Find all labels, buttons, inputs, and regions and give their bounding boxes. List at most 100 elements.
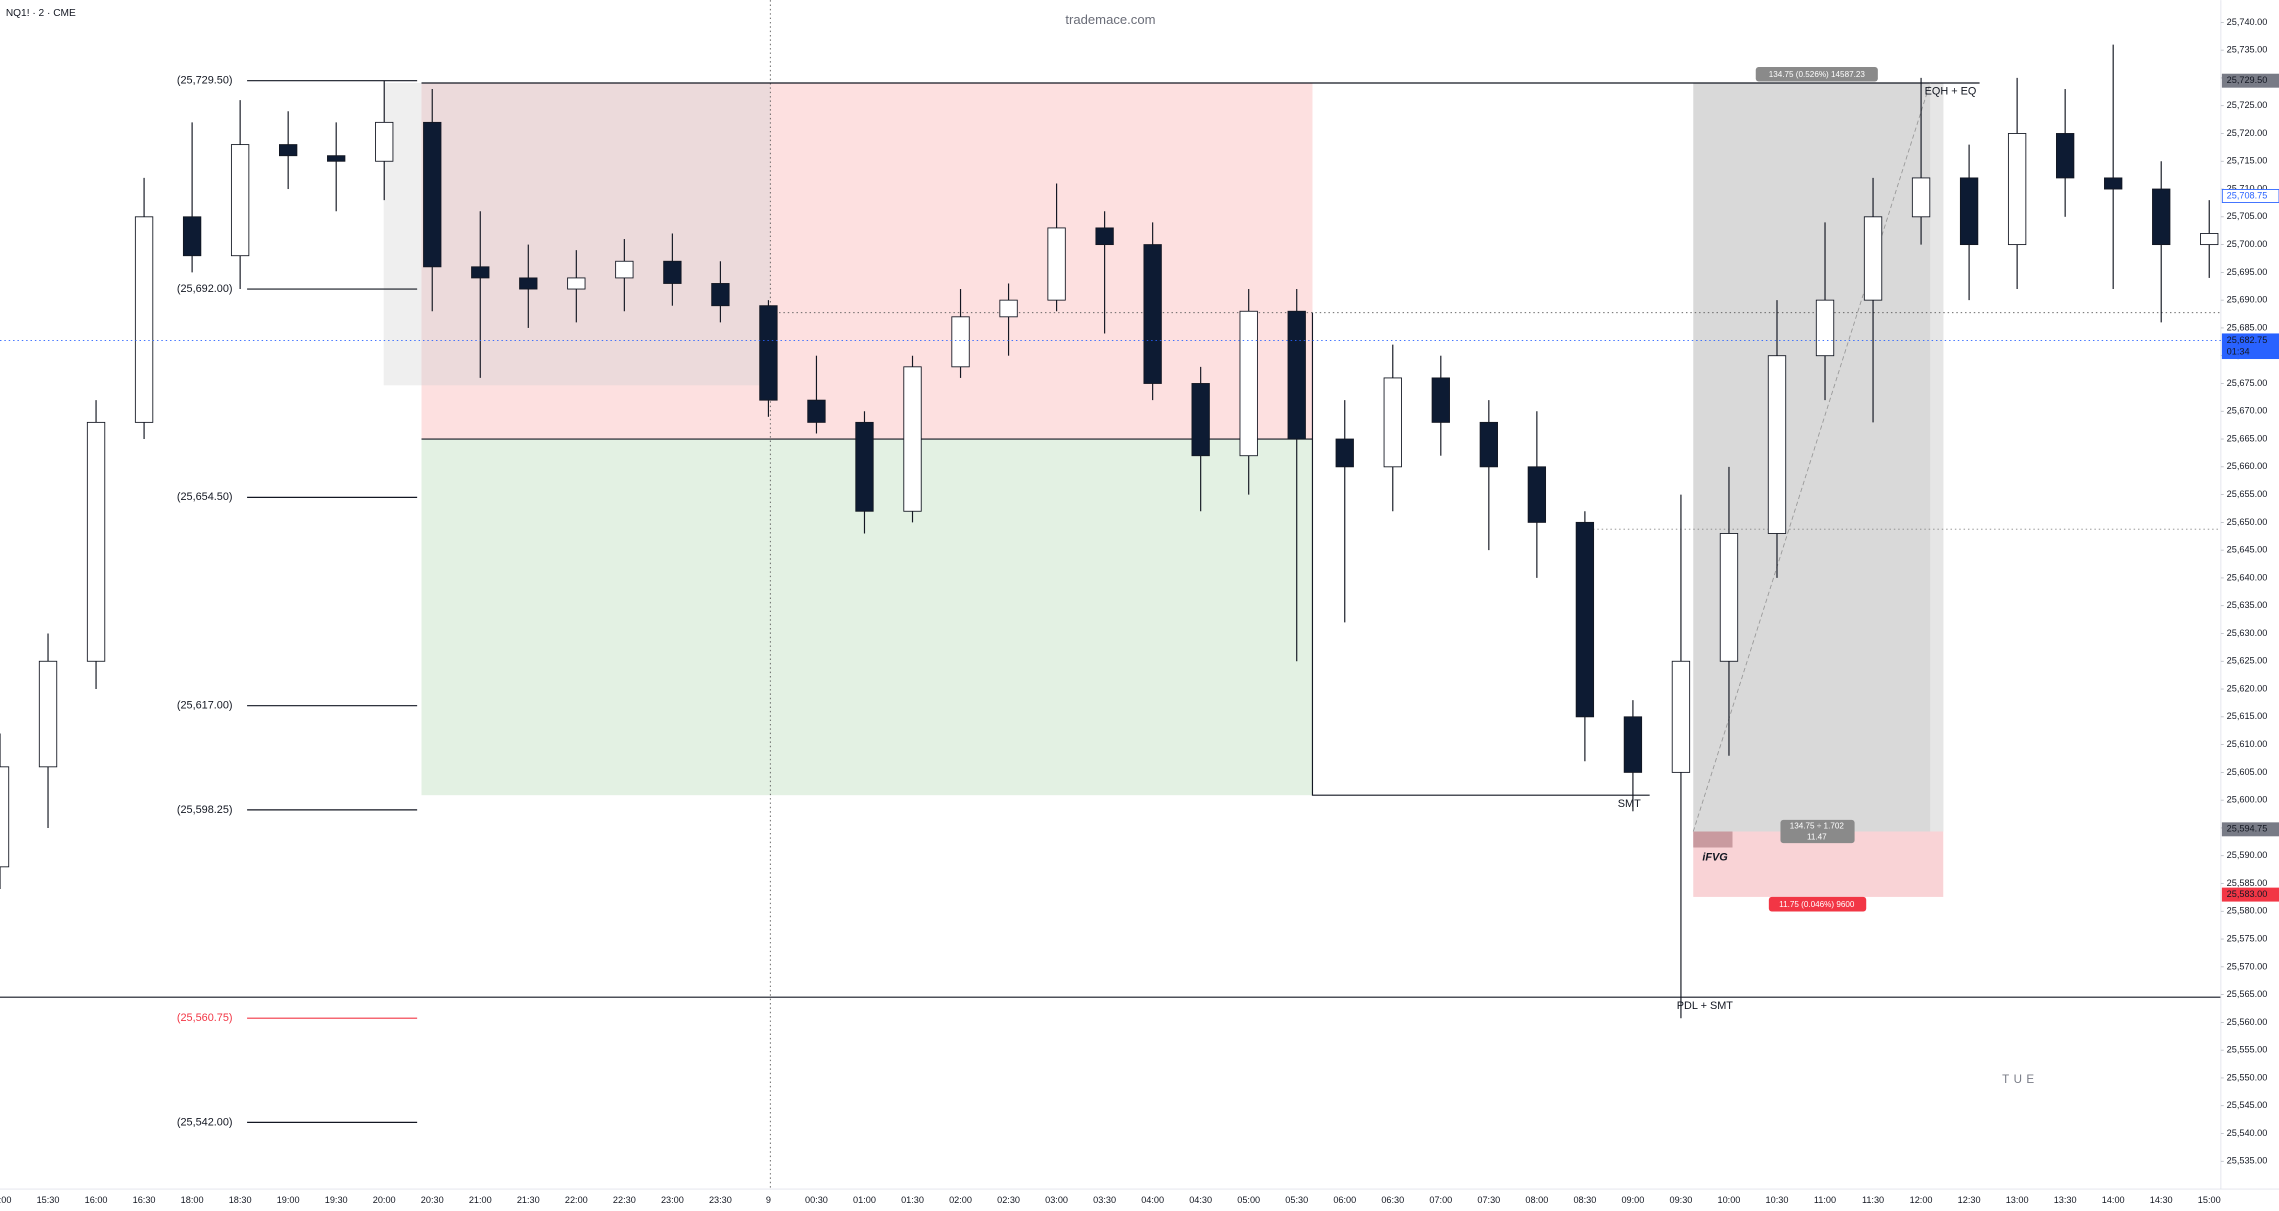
x-tick-label: 06:30 <box>1381 1195 1404 1205</box>
x-tick-label: 01:00 <box>853 1195 876 1205</box>
candle-body <box>1527 466 1547 523</box>
y-tick-label: 25,675.00 <box>2227 378 2268 388</box>
price-badge <box>2221 887 2279 902</box>
candle-body <box>855 421 874 512</box>
annotation: EQH + EQ <box>1925 86 1977 98</box>
x-tick-label: 06:00 <box>1333 1195 1356 1205</box>
x-tick-label: 15:00 <box>2198 1195 2221 1205</box>
candle-body <box>1335 438 1354 468</box>
measure-box <box>1693 82 1944 832</box>
x-tick-label: 09:00 <box>1621 1195 1644 1205</box>
level-label: (25,617.00) <box>177 700 233 712</box>
y-tick-label: 25,660.00 <box>2227 461 2268 471</box>
y-tick-label: 25,655.00 <box>2227 489 2268 499</box>
annotation: iFVG <box>1702 852 1728 864</box>
candle-body <box>1287 310 1306 440</box>
watermark: trademace.com <box>1065 12 1155 27</box>
candle-body <box>2200 233 2219 246</box>
y-tick-label: 25,695.00 <box>2227 267 2268 277</box>
x-tick-label: 08:00 <box>1525 1195 1548 1205</box>
candle-body <box>1239 310 1258 457</box>
x-tick-label: 13:30 <box>2054 1195 2077 1205</box>
candle-body <box>1671 660 1691 773</box>
candle-body <box>327 155 346 162</box>
x-tick-label: 01:30 <box>901 1195 924 1205</box>
x-tick-label: 21:00 <box>469 1195 492 1205</box>
label-box <box>1755 66 1878 82</box>
x-tick-label: 15:30 <box>37 1195 60 1205</box>
x-tick-label: 18:00 <box>181 1195 204 1205</box>
annotation: 134.75 (0.526%) 14587.23 <box>1769 70 1866 79</box>
y-tick-label: 25,720.00 <box>2227 128 2268 138</box>
candle-body <box>1623 716 1643 773</box>
y-tick-label: 25,630.00 <box>2227 628 2268 638</box>
candle-body <box>663 260 682 284</box>
candle-body <box>182 216 202 257</box>
y-tick-label: 25,670.00 <box>2227 406 2268 416</box>
x-tick-label: 16:00 <box>85 1195 108 1205</box>
x-tick-label: 9 <box>766 1195 771 1205</box>
candle-body <box>38 660 58 768</box>
x-tick-label: 05:30 <box>1285 1195 1308 1205</box>
x-tick-label: 22:00 <box>565 1195 588 1205</box>
x-tick-label: 10:00 <box>1718 1195 1741 1205</box>
x-tick-label: 03:30 <box>1093 1195 1116 1205</box>
candle-body <box>230 144 250 257</box>
candle-body <box>1719 533 1739 662</box>
x-tick-label: 19:00 <box>277 1195 300 1205</box>
price-badge-label: 25,708.75 <box>2227 190 2268 200</box>
day-label: TUE <box>2002 1073 2038 1086</box>
y-tick-label: 25,535.00 <box>2227 1156 2268 1166</box>
x-tick-label: 04:00 <box>1141 1195 1164 1205</box>
candle-body <box>951 316 970 368</box>
candles <box>0 44 2219 1019</box>
price-badge <box>2221 333 2279 360</box>
candle-body <box>1959 177 1979 246</box>
x-tick-label: 13:00 <box>2006 1195 2029 1205</box>
candle-body <box>1383 377 1402 468</box>
y-tick-label: 25,615.00 <box>2227 711 2268 721</box>
y-tick-label: 25,625.00 <box>2227 656 2268 666</box>
candle-body <box>1815 299 1835 357</box>
candle-body <box>759 305 778 401</box>
candle-body <box>807 399 826 423</box>
candle-body <box>2007 133 2027 246</box>
candle-body <box>903 366 922 512</box>
y-tick-label: 25,570.00 <box>2227 961 2268 971</box>
y-tick-label: 25,685.00 <box>2227 322 2268 332</box>
y-tick-label: 25,565.00 <box>2227 989 2268 999</box>
y-tick-label: 25,650.00 <box>2227 517 2268 527</box>
candle-body <box>2055 133 2075 179</box>
x-tick-label: 21:30 <box>517 1195 540 1205</box>
level-label: (25,560.75) <box>177 1012 233 1024</box>
overlap-zone <box>421 82 771 386</box>
price-badge <box>2221 189 2279 203</box>
x-tick-label: 15:00 <box>0 1195 11 1205</box>
fvg-box <box>1693 831 1733 848</box>
price-badge <box>2221 73 2279 88</box>
x-tick-label: 12:30 <box>1958 1195 1981 1205</box>
level-label: (25,729.50) <box>177 75 233 87</box>
price-badge <box>2221 822 2279 837</box>
label-box <box>1768 896 1867 912</box>
y-tick-label: 25,580.00 <box>2227 906 2268 916</box>
x-tick-label: 05:00 <box>1237 1195 1260 1205</box>
candle-body <box>1767 355 1787 534</box>
price-badge-label: 25,729.50 <box>2227 75 2268 85</box>
price-badge-label: 25,682.75 <box>2227 335 2268 345</box>
y-tick-label: 25,700.00 <box>2227 239 2268 249</box>
annotation: 11.75 (0.046%) 9600 <box>1779 900 1855 909</box>
candle-body <box>2104 177 2123 190</box>
candle-body <box>1047 227 1066 301</box>
y-tick-label: 25,645.00 <box>2227 545 2268 555</box>
level-label: (25,598.25) <box>177 804 233 816</box>
x-tick-label: 10:30 <box>1766 1195 1789 1205</box>
x-tick-label: 08:30 <box>1573 1195 1596 1205</box>
chart-title: NQ1! · 2 · CME <box>6 8 76 19</box>
candle-body <box>1191 383 1210 457</box>
y-tick-label: 25,725.00 <box>2227 100 2268 110</box>
x-tick-label: 16:30 <box>133 1195 156 1205</box>
y-tick-label: 25,620.00 <box>2227 683 2268 693</box>
candle-body <box>1479 421 1498 468</box>
level-label: (25,654.50) <box>177 491 233 503</box>
